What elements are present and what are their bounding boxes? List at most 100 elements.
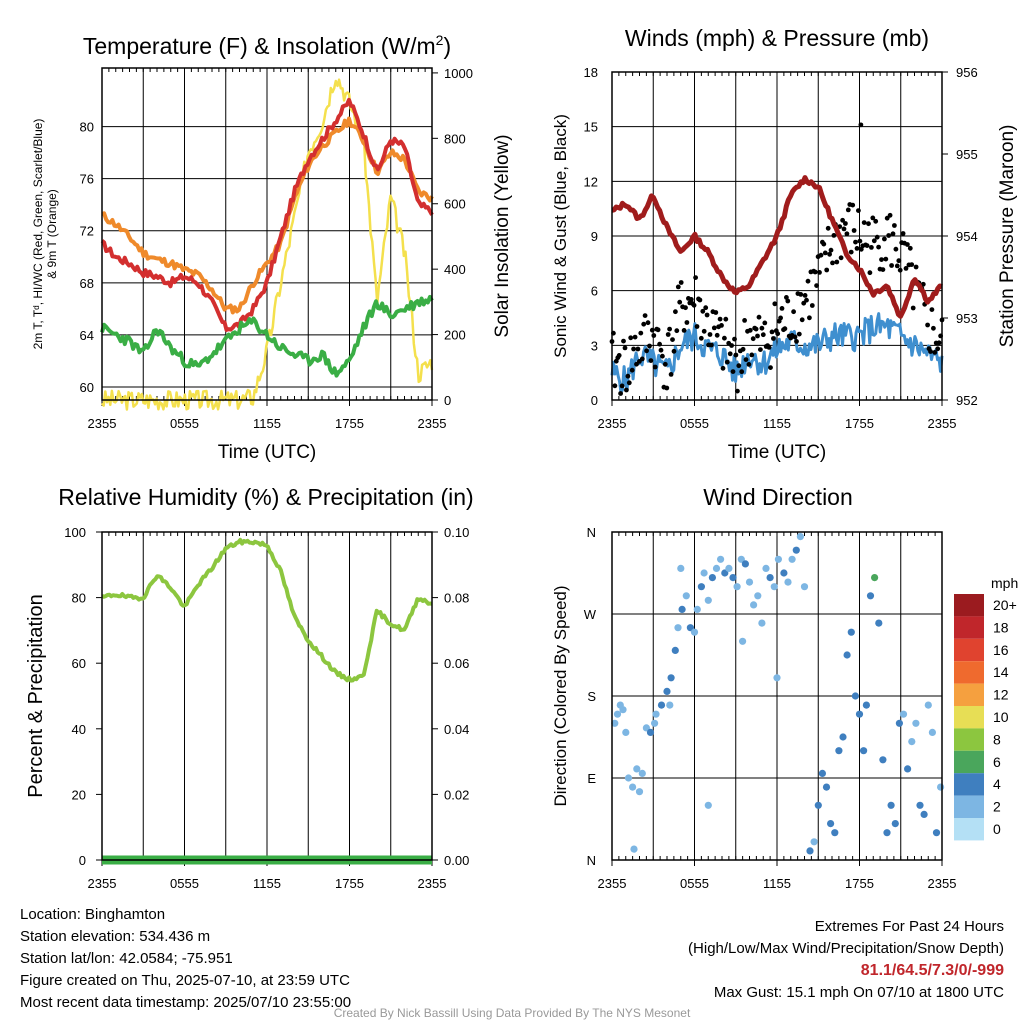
- plot-frame: [101, 531, 433, 861]
- temp-2m-line: [100, 97, 434, 332]
- panel-1: 2355 0555 1155 1755 235560646872768002004006…: [31, 32, 513, 463]
- direction-point: [619, 706, 627, 714]
- gust-point: [870, 215, 876, 221]
- y-tick-label: E: [587, 771, 596, 786]
- direction-point: [866, 592, 875, 600]
- direction-point: [622, 728, 630, 737]
- colorbar-swatch: [954, 773, 984, 796]
- gust-point: [879, 257, 884, 262]
- gust-point: [869, 245, 874, 250]
- gust-point: [822, 250, 828, 256]
- x-tick-label: 1155: [763, 416, 791, 431]
- gust-point: [798, 292, 804, 297]
- direction-point: [810, 838, 818, 846]
- direction-point: [887, 801, 895, 809]
- direction-point: [750, 601, 758, 609]
- gust-point: [848, 249, 854, 255]
- direction-point: [839, 733, 847, 741]
- gust-point: [769, 329, 775, 335]
- gust-point: [785, 298, 791, 304]
- y-axis-label: Percent & Precipitation: [25, 594, 47, 797]
- gust-point: [717, 316, 723, 322]
- direction-point: [667, 674, 675, 682]
- gust-point: [619, 383, 625, 389]
- gust-point: [678, 280, 684, 285]
- gust-point: [704, 312, 710, 318]
- gust-point: [652, 364, 658, 370]
- gust-point: [723, 316, 729, 322]
- direction-point: [851, 692, 860, 700]
- colorbar-swatch: [954, 638, 984, 662]
- gust-point: [890, 231, 896, 237]
- y-tick-label: W: [584, 607, 597, 622]
- direction-point: [700, 569, 708, 577]
- direction-point: [633, 765, 641, 773]
- gust-point: [667, 326, 672, 332]
- direction-point: [745, 578, 754, 586]
- gust-point: [683, 305, 688, 311]
- direction-point: [635, 788, 644, 796]
- direction-point: [899, 710, 908, 718]
- x-tick-label: 2355: [88, 876, 117, 891]
- gust-point: [784, 295, 789, 300]
- direction-point: [891, 820, 899, 828]
- gust-point: [817, 270, 822, 275]
- gust-point: [644, 348, 649, 354]
- gust-point: [727, 351, 733, 357]
- direction-point: [737, 555, 745, 563]
- direction-point: [831, 829, 839, 837]
- gust-point: [796, 331, 802, 337]
- direction-point: [678, 605, 686, 614]
- x-tick-label: 2355: [928, 876, 957, 891]
- gust-point: [688, 297, 694, 302]
- y-tick-label: N: [587, 525, 596, 540]
- gust-point: [905, 242, 910, 247]
- gust-point: [807, 315, 812, 321]
- direction-point: [630, 845, 638, 853]
- y2-tick-label: 0.10: [444, 525, 469, 540]
- y-tick-label: 68: [80, 276, 94, 291]
- created-text: Figure created on Thu, 2025-07-10, at 23…: [20, 972, 350, 989]
- direction-point: [818, 769, 827, 778]
- gust-point: [887, 212, 893, 218]
- direction-point: [855, 710, 864, 718]
- direction-point: [788, 555, 796, 563]
- gust-point: [766, 345, 772, 350]
- colorbar-label: 14: [993, 664, 1009, 680]
- gust-point: [792, 334, 798, 340]
- gust-point: [720, 365, 726, 371]
- gust-point: [707, 332, 713, 337]
- gust-point: [866, 221, 871, 227]
- gust-point: [894, 263, 900, 269]
- gust-point: [825, 225, 831, 231]
- chart-title: Relative Humidity (%) & Precipitation (i…: [58, 484, 473, 510]
- y2-tick-label: 0.06: [444, 656, 469, 671]
- extremes-info: Extremes For Past 24 Hours (High/Low/Max…: [688, 916, 1004, 1004]
- chart-title: Wind Direction: [703, 484, 853, 510]
- gust-point: [896, 258, 902, 264]
- direction-point: [651, 719, 659, 727]
- gust-point: [658, 347, 664, 353]
- colorbar-swatch: [954, 594, 984, 617]
- gust-point: [876, 244, 881, 250]
- gust-point: [821, 241, 827, 247]
- gust-point: [778, 315, 783, 321]
- location-text: Location: Binghamton: [20, 906, 166, 923]
- gust-point: [729, 343, 734, 348]
- gust-point: [624, 387, 629, 393]
- gust-point: [697, 297, 703, 303]
- y-tick-label: S: [587, 689, 596, 704]
- gust-point: [831, 233, 837, 238]
- y2-tick-label: 0: [444, 393, 451, 408]
- gust-point: [647, 343, 652, 349]
- direction-point: [860, 747, 868, 755]
- gust-point: [732, 336, 737, 342]
- x-tick-label: 1755: [335, 416, 364, 431]
- gust-point: [629, 367, 635, 373]
- gust-point: [844, 231, 850, 237]
- gust-point: [709, 342, 714, 348]
- gust-point: [818, 252, 824, 258]
- gust-point: [700, 308, 706, 314]
- plot-frame: [611, 71, 943, 401]
